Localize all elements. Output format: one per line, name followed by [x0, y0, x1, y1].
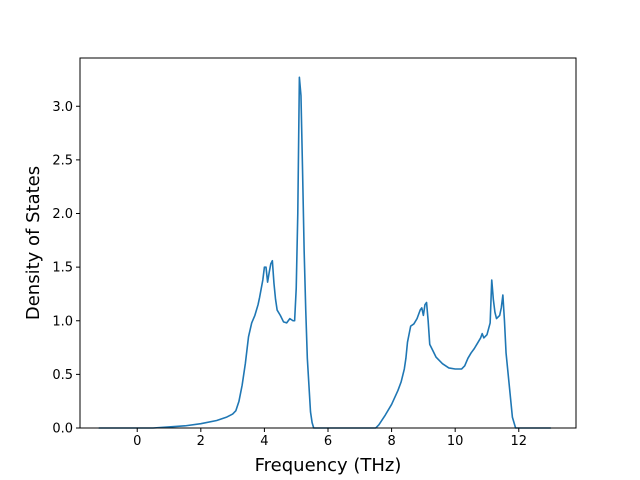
y-tick-label: 2.5 [52, 153, 73, 168]
x-tick-label: 8 [387, 434, 395, 449]
y-axis-ticks: 0.0 0.5 1.0 1.5 2.0 2.5 3.0 [52, 100, 80, 437]
x-tick-label: 6 [324, 434, 332, 449]
y-tick-label: 3.0 [52, 100, 73, 115]
x-tick-label: 2 [197, 434, 205, 449]
x-axis-ticks: 0 2 4 6 8 10 12 [133, 428, 527, 449]
y-tick-label: 0.5 [52, 368, 73, 383]
y-axis-title: Density of States [23, 166, 44, 320]
y-tick-label: 2.0 [52, 207, 73, 222]
x-tick-label: 0 [133, 434, 141, 449]
x-tick-label: 12 [510, 434, 527, 449]
y-tick-label: 0.0 [52, 422, 73, 437]
x-axis-title: Frequency (THz) [255, 455, 402, 476]
x-tick-label: 4 [260, 434, 268, 449]
y-tick-label: 1.0 [52, 314, 73, 329]
y-tick-label: 1.5 [52, 261, 73, 276]
x-tick-label: 10 [447, 434, 464, 449]
